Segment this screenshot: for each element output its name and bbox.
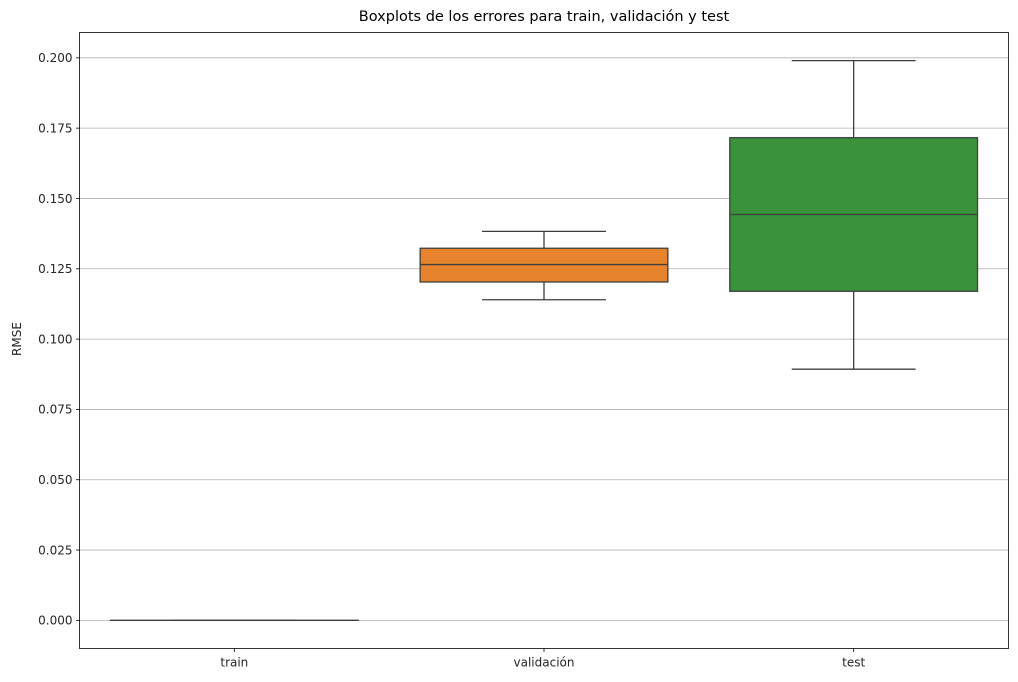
y-tick-label: 0.075 (38, 403, 72, 417)
y-tick-label: 0.175 (38, 121, 72, 135)
axes: 0.000 0.025 0.050 0.075 0.100 0.125 0.150 0.175… (38, 51, 865, 669)
x-tick-label: train (220, 656, 248, 670)
y-tick-label: 0.025 (38, 543, 72, 557)
y-tick-label: 0.150 (38, 192, 72, 206)
y-tick-label: 0.125 (38, 262, 72, 276)
y-axis-title: RMSE (10, 322, 24, 356)
y-tick-label: 0.100 (38, 332, 72, 346)
y-tick-label: 0.000 (38, 614, 72, 628)
x-tick-label: validación (514, 656, 575, 670)
box-2 (729, 59, 979, 370)
chart-title: Boxplots de los errores para train, vali… (359, 9, 730, 25)
box-1 (419, 230, 669, 301)
y-tick-label: 0.200 (38, 51, 72, 65)
x-tick-label: test (842, 656, 865, 670)
plot-frame (79, 32, 1009, 649)
boxes (109, 59, 979, 622)
y-tick-label: 0.050 (38, 473, 72, 487)
